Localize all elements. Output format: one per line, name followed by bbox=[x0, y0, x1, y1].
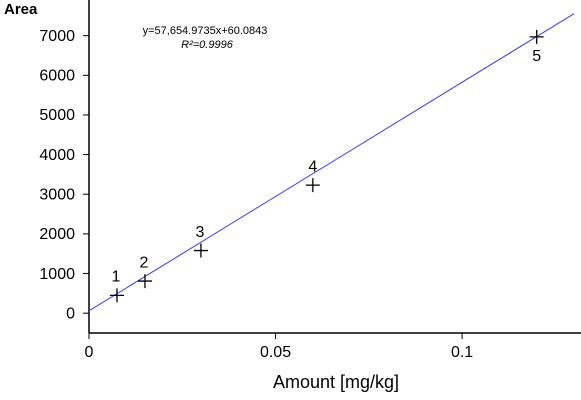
y-axis-label: Area bbox=[4, 1, 38, 18]
y-tick-label: 4000 bbox=[39, 147, 75, 164]
point-label: 1 bbox=[112, 269, 121, 286]
y-tick-label: 3000 bbox=[39, 186, 75, 203]
y-tick-label: 7000 bbox=[39, 28, 75, 45]
x-tick-label: 0.1 bbox=[451, 344, 473, 361]
point-label: 3 bbox=[195, 224, 204, 241]
y-tick-label: 0 bbox=[66, 305, 75, 322]
fit-equation: y=57,654.9735x+60.0843 bbox=[143, 25, 268, 37]
y-tick-label: 2000 bbox=[39, 226, 75, 243]
data-point bbox=[137, 274, 152, 289]
x-axis-label: Amount [mg/kg] bbox=[273, 372, 399, 392]
fit-line bbox=[88, 13, 575, 312]
data-point bbox=[109, 288, 124, 303]
x-tick-label: 0.05 bbox=[260, 344, 291, 361]
y-tick-label: 1000 bbox=[39, 266, 75, 283]
point-label: 5 bbox=[532, 48, 541, 65]
data-point bbox=[529, 29, 544, 44]
data-point bbox=[193, 243, 208, 258]
point-label: 4 bbox=[308, 158, 317, 175]
point-label: 2 bbox=[140, 254, 149, 271]
y-tick-label: 6000 bbox=[39, 68, 75, 85]
x-tick-label: 0 bbox=[85, 344, 94, 361]
r-squared: R²=0.9996 bbox=[181, 39, 234, 51]
y-tick-label: 5000 bbox=[39, 107, 75, 124]
data-point bbox=[305, 178, 320, 193]
